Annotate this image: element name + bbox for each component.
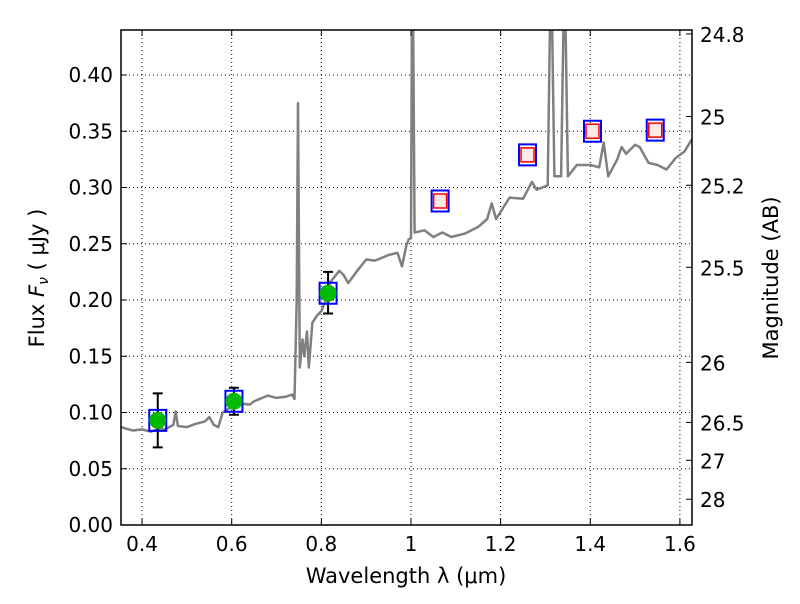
y2-tick-label: 28	[700, 488, 725, 512]
y2-tick-label: 25	[700, 106, 725, 130]
upper-limit-marker	[585, 123, 600, 139]
y-tick-label: 0.10	[68, 401, 113, 425]
ticks-layer: 0.4 0.6 0.8 1 1.2 1.4 1.6 0.00 0.05 0.10 0.15 0.20 0…	[68, 23, 744, 556]
y-tick-label: 0.35	[68, 119, 113, 143]
y-tick-label: 0.00	[68, 513, 113, 537]
spectrum-line	[121, 30, 692, 433]
model-photometry-box	[645, 118, 665, 142]
observed-point	[319, 284, 337, 302]
y-tick-label: 0.05	[68, 457, 113, 481]
observed-point	[225, 392, 243, 410]
x-tick-label: 0.4	[126, 532, 158, 556]
y-label-symbol: F	[25, 284, 49, 297]
y-tick-label: 0.25	[68, 232, 113, 256]
grid-lines	[121, 30, 692, 526]
y2-tick-label: 26	[700, 351, 725, 375]
upper-limit-marker	[520, 147, 535, 163]
x-tick-label: 1.4	[574, 532, 606, 556]
y2-tick-label: 27	[700, 449, 725, 473]
y-tick-label: 0.40	[68, 63, 113, 87]
spectrum-layer	[121, 30, 692, 433]
y-tick-label: 0.20	[68, 288, 113, 312]
y-label-unit: ( μJy )	[25, 209, 49, 277]
x-tick-label: 0.8	[305, 532, 337, 556]
observed-point	[149, 411, 167, 429]
y-label-prefix: Flux	[25, 297, 49, 347]
plot-frame	[120, 29, 693, 526]
x-tick-label: 0.6	[216, 532, 248, 556]
y-tick-label: 0.15	[68, 344, 113, 368]
markers-layer	[148, 118, 665, 449]
model-photometry-box	[518, 143, 538, 167]
y2-tick-label: 24.8	[700, 23, 745, 47]
x-tick-label: 1.2	[485, 532, 517, 556]
model-photometry-box	[583, 119, 603, 143]
y2-axis-label: Magnitude (AB)	[759, 196, 783, 359]
y2-tick-label: 25.5	[700, 256, 745, 280]
x-axis-label: Wavelength λ (μm)	[306, 564, 507, 588]
y-axis-label: Flux Fν ( μJy )	[25, 209, 52, 348]
upper-limit-marker	[432, 193, 448, 209]
x-tick-label: 1.6	[664, 532, 696, 556]
upper-limit-marker	[647, 122, 663, 138]
y-label-sub: ν	[36, 277, 52, 285]
y2-tick-label: 25.2	[700, 174, 745, 198]
model-photometry-box	[430, 189, 450, 213]
x-tick-label: 1	[405, 532, 418, 556]
y2-tick-label: 26.5	[700, 411, 745, 435]
y-tick-label: 0.30	[68, 176, 113, 200]
